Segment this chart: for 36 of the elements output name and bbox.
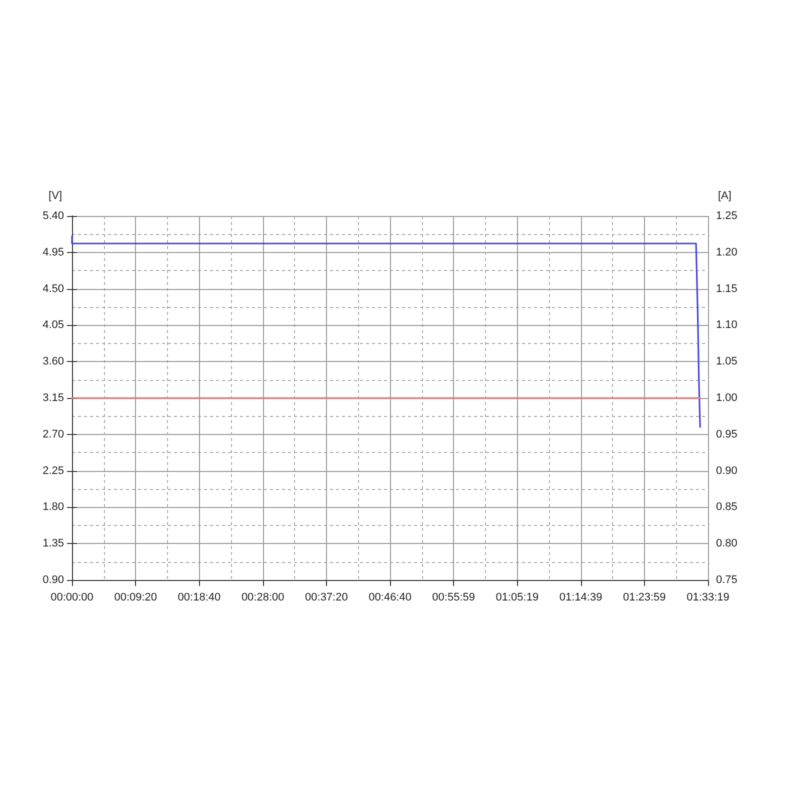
y2-tick-label: 1.00 <box>716 392 738 404</box>
y-tick-label: 0.90 <box>42 574 64 586</box>
y2-tick-label: 0.90 <box>716 464 738 477</box>
y-tick-label: 4.95 <box>42 246 64 258</box>
x-tick-label: 01:33:19 <box>686 592 730 604</box>
x-tick-label: 00:00:00 <box>50 592 94 604</box>
y-tick-label: 5.40 <box>42 210 64 222</box>
y2-tick-label: 0.75 <box>716 574 738 586</box>
x-tick-label: 01:14:39 <box>559 592 602 604</box>
y2-tick-label: 0.80 <box>716 538 738 550</box>
x-tick-label: 00:46:40 <box>368 592 412 604</box>
y2-tick-label: 0.85 <box>716 501 738 514</box>
y-tick-label: 3.15 <box>42 392 64 404</box>
x-tick-label: 00:55:59 <box>432 592 475 604</box>
y-tick-label: 4.50 <box>42 282 64 295</box>
y2-tick-label: 0.95 <box>716 428 738 440</box>
y-tick-label: 4.05 <box>42 319 64 332</box>
line-series <box>71 235 701 428</box>
x-tick-label: 00:28:00 <box>241 592 284 604</box>
y-tick-label: 3.60 <box>42 356 64 368</box>
y2-tick-label: 1.20 <box>716 246 738 258</box>
x-tick-label: 00:18:40 <box>178 592 221 604</box>
y2-tick-label: 1.10 <box>716 319 738 332</box>
x-tick-label: 00:09:20 <box>114 592 158 604</box>
y2-tick-label: 1.05 <box>716 356 738 368</box>
y-tick-label: 2.70 <box>42 428 64 440</box>
y-axis-title: [V] <box>48 190 62 202</box>
y2-tick-label: 1.15 <box>716 282 738 295</box>
y2-axis-title: [A] <box>718 190 732 202</box>
y-tick-label: 2.25 <box>42 464 64 477</box>
x-tick-label: 00:37:20 <box>305 592 348 604</box>
y2-tick-label: 1.25 <box>716 210 738 222</box>
y-tick-label: 1.80 <box>42 501 64 514</box>
x-tick-label: 01:05:19 <box>496 592 539 604</box>
x-tick-label: 01:23:59 <box>622 592 666 604</box>
y-tick-label: 1.35 <box>42 538 64 550</box>
